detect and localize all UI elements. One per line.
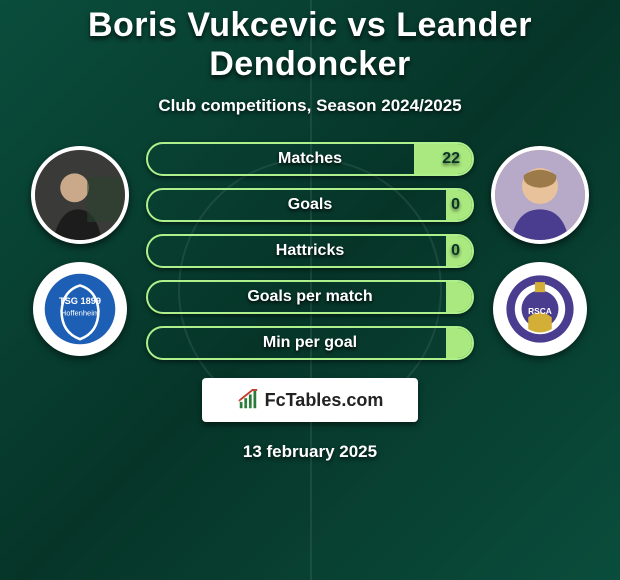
stat-bar: Goals per match	[146, 280, 474, 314]
left-club-crest: TSG 1899 Hoffenheim	[33, 262, 127, 356]
svg-text:TSG 1899: TSG 1899	[59, 296, 101, 306]
stat-bar-label: Min per goal	[263, 334, 357, 352]
comparison-main: TSG 1899 Hoffenheim Matches22Goals0Hattr…	[0, 142, 620, 360]
right-player-avatar	[491, 146, 589, 244]
stat-bar: Matches 22	[146, 142, 474, 176]
stat-bar: Min per goal	[146, 326, 474, 360]
avatar-placeholder-icon	[35, 150, 125, 240]
stat-bar-fill-right	[446, 328, 472, 358]
stat-bar-value-right: 0	[451, 242, 460, 260]
stat-bar-value-right: 0	[451, 196, 460, 214]
crest-icon: TSG 1899 Hoffenheim	[38, 267, 122, 351]
stat-bar: Goals 0	[146, 188, 474, 222]
chart-icon	[237, 389, 259, 411]
crest-icon: RSCA	[498, 267, 582, 351]
right-player-column: RSCA	[480, 142, 600, 356]
left-player-avatar	[31, 146, 129, 244]
left-player-column: TSG 1899 Hoffenheim	[20, 142, 140, 356]
page-title: Boris Vukcevic vs Leander Dendoncker	[0, 0, 620, 84]
right-club-crest: RSCA	[493, 262, 587, 356]
stat-bar-value-right: 22	[442, 150, 460, 168]
stat-bar: Hattricks 0	[146, 234, 474, 268]
brand-badge: FcTables.com	[202, 378, 418, 422]
svg-text:Hoffenheim: Hoffenheim	[61, 309, 99, 318]
date-text: 13 february 2025	[0, 442, 620, 462]
stat-bar-label: Matches	[278, 150, 342, 168]
avatar-placeholder-icon	[495, 150, 585, 240]
stat-bar-label: Goals	[288, 196, 332, 214]
page-subtitle: Club competitions, Season 2024/2025	[0, 96, 620, 116]
stat-bars: Matches 22 Goals 0 Hattricks 0 Goals per match…	[140, 142, 480, 360]
brand-text: FcTables.com	[265, 390, 384, 411]
stat-bar-label: Goals per match	[247, 288, 372, 306]
svg-text:RSCA: RSCA	[528, 306, 552, 316]
stat-bar-label: Hattricks	[276, 242, 344, 260]
stat-bar-fill-right	[446, 282, 472, 312]
